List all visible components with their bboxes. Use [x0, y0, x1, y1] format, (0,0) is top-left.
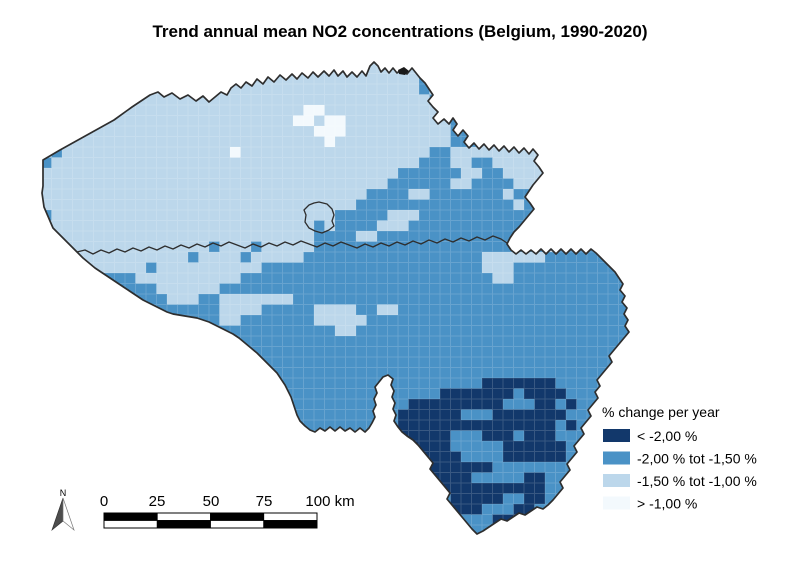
legend-swatch-lightest: [603, 496, 630, 510]
belgium-raster-group: [42, 62, 629, 534]
legend-label-medium: -2,00 % tot -1,50 %: [637, 451, 757, 467]
scale-label-75: 75: [256, 493, 273, 510]
scalebar-seg: [263, 520, 318, 529]
scalebar-seg: [210, 520, 265, 529]
scale-bar: 0 25 50 75 100 km: [100, 493, 355, 529]
north-arrow-left-wing: [51, 497, 64, 532]
legend-label-lightest: > -1,00 %: [637, 496, 697, 512]
brussels-enclave-border: [303, 201, 335, 234]
legend-swatch-medium: [603, 451, 630, 465]
scale-label-100km: 100 km: [305, 493, 354, 510]
scale-label-50: 50: [203, 493, 220, 510]
belgium-outline: [41, 61, 630, 535]
north-arrow: N: [51, 488, 75, 532]
scale-label-0: 0: [100, 493, 108, 510]
legend-title: % change per year: [602, 404, 720, 420]
legend-swatch-dark: [603, 429, 630, 442]
grid-cells: [42, 63, 629, 534]
north-arrow-right-wing: [62, 497, 75, 532]
scalebar-seg: [156, 520, 211, 529]
page-title: Trend annual mean NO2 concentrations (Be…: [152, 22, 647, 41]
antwerp-port-blob: [398, 67, 409, 75]
grid-lines: [42, 62, 629, 534]
scalebar-seg: [103, 512, 158, 521]
north-arrow-label: N: [60, 488, 67, 498]
region-border: [76, 235, 512, 255]
legend-label-dark: < -2,00 %: [637, 428, 697, 444]
scalebar-seg: [156, 512, 211, 521]
legend: % change per year < -2,00 % -2,00 % tot …: [602, 404, 757, 512]
scale-label-25: 25: [149, 493, 166, 510]
legend-label-light: -1,50 % tot -1,00 %: [637, 473, 757, 489]
scalebar-seg: [263, 512, 318, 521]
scalebar-frame: [103, 512, 318, 529]
scalebar-seg: [103, 520, 158, 529]
scalebar-seg: [210, 512, 265, 521]
legend-swatch-light: [603, 474, 630, 487]
